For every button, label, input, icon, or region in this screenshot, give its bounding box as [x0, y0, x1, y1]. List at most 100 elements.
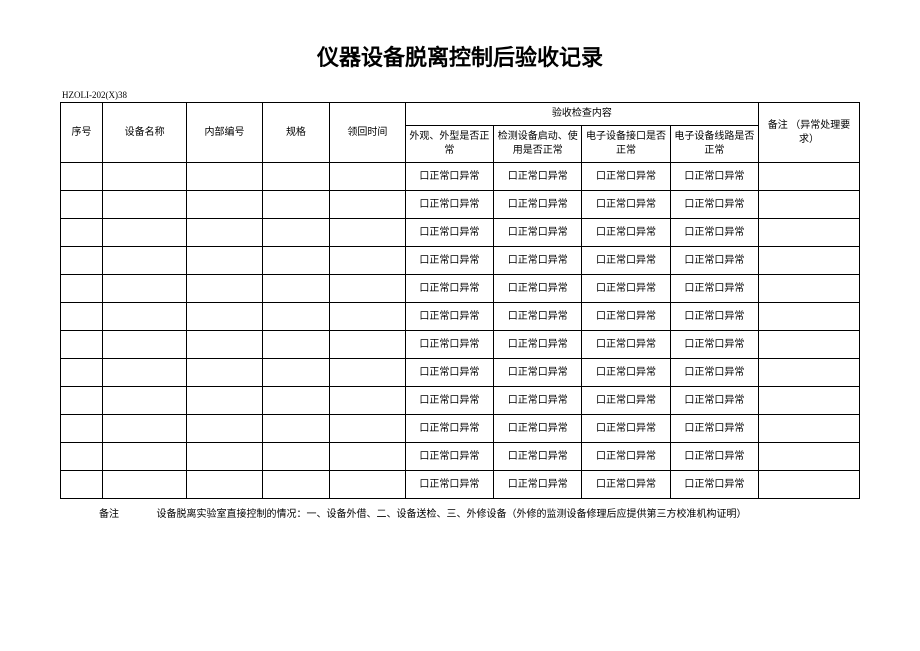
table-cell: [759, 359, 860, 387]
table-cell: [262, 443, 329, 471]
table-cell: 口正常口异常: [582, 471, 670, 499]
table-cell: [61, 191, 103, 219]
header-internal-code: 内部编号: [187, 103, 263, 163]
table-cell: 口正常口异常: [494, 415, 582, 443]
table-cell: 口正常口异常: [494, 275, 582, 303]
table-cell: 口正常口异常: [405, 219, 493, 247]
table-cell: [61, 471, 103, 499]
table-cell: 口正常口异常: [670, 331, 758, 359]
header-check4: 电子设备线路是否正常: [670, 126, 758, 163]
table-cell: [262, 191, 329, 219]
table-cell: [103, 275, 187, 303]
table-cell: 口正常口异常: [494, 219, 582, 247]
table-cell: [187, 303, 263, 331]
table-cell: [262, 359, 329, 387]
table-cell: [103, 359, 187, 387]
table-cell: 口正常口异常: [670, 443, 758, 471]
table-cell: [262, 275, 329, 303]
table-cell: 口正常口异常: [582, 163, 670, 191]
header-check2: 检测设备启动、使用是否正常: [494, 126, 582, 163]
table-cell: [759, 443, 860, 471]
header-check3: 电子设备接口是否正常: [582, 126, 670, 163]
header-remark: 备注 （异常处理要求）: [759, 103, 860, 163]
table-cell: [330, 331, 406, 359]
table-cell: [103, 331, 187, 359]
document-code: HZOLI-202(X)38: [62, 90, 860, 100]
table-cell: [262, 303, 329, 331]
document-title: 仪器设备脱离控制后验收记录: [60, 40, 860, 72]
table-cell: [103, 415, 187, 443]
table-row: 口正常口异常口正常口异常口正常口异常口正常口异常: [61, 359, 860, 387]
table-cell: [187, 443, 263, 471]
table-cell: [759, 387, 860, 415]
table-cell: [61, 219, 103, 247]
table-cell: [759, 247, 860, 275]
table-cell: 口正常口异常: [582, 331, 670, 359]
table-cell: [61, 443, 103, 471]
header-return-time: 领回时间: [330, 103, 406, 163]
header-spec: 规格: [262, 103, 329, 163]
table-cell: [187, 163, 263, 191]
table-cell: [187, 191, 263, 219]
table-cell: [103, 471, 187, 499]
table-cell: 口正常口异常: [405, 443, 493, 471]
table-cell: 口正常口异常: [405, 359, 493, 387]
acceptance-record-table: 序号 设备名称 内部编号 规格 领回时间 验收检查内容 备注 （异常处理要求） …: [60, 102, 860, 499]
table-cell: [262, 163, 329, 191]
table-row: 口正常口异常口正常口异常口正常口异常口正常口异常: [61, 471, 860, 499]
table-cell: 口正常口异常: [494, 359, 582, 387]
table-cell: 口正常口异常: [494, 443, 582, 471]
table-cell: [262, 247, 329, 275]
table-cell: 口正常口异常: [494, 331, 582, 359]
table-cell: [330, 359, 406, 387]
table-cell: 口正常口异常: [494, 247, 582, 275]
table-cell: [61, 163, 103, 191]
table-cell: 口正常口异常: [582, 443, 670, 471]
table-row: 口正常口异常口正常口异常口正常口异常口正常口异常: [61, 303, 860, 331]
table-cell: [61, 415, 103, 443]
header-inspection-group: 验收检查内容: [405, 103, 758, 126]
footer-text: 设备脱离实验室直接控制的情况：一、设备外借、二、设备送检、三、外修设备（外修的监…: [157, 509, 747, 520]
table-body: 口正常口异常口正常口异常口正常口异常口正常口异常口正常口异常口正常口异常口正常口…: [61, 163, 860, 499]
table-cell: 口正常口异常: [670, 219, 758, 247]
table-cell: 口正常口异常: [494, 163, 582, 191]
table-cell: 口正常口异常: [670, 247, 758, 275]
table-cell: [103, 163, 187, 191]
table-cell: 口正常口异常: [670, 163, 758, 191]
table-row: 口正常口异常口正常口异常口正常口异常口正常口异常: [61, 247, 860, 275]
table-cell: [330, 387, 406, 415]
table-cell: [262, 219, 329, 247]
table-cell: 口正常口异常: [670, 415, 758, 443]
table-cell: [330, 219, 406, 247]
table-cell: 口正常口异常: [582, 303, 670, 331]
table-cell: 口正常口异常: [670, 303, 758, 331]
table-cell: [330, 163, 406, 191]
table-cell: [759, 471, 860, 499]
table-cell: [330, 443, 406, 471]
table-cell: [187, 331, 263, 359]
table-cell: [759, 331, 860, 359]
table-cell: [759, 415, 860, 443]
table-cell: [103, 247, 187, 275]
table-cell: 口正常口异常: [582, 247, 670, 275]
table-cell: 口正常口异常: [670, 387, 758, 415]
table-cell: [61, 359, 103, 387]
table-cell: [187, 275, 263, 303]
table-row: 口正常口异常口正常口异常口正常口异常口正常口异常: [61, 331, 860, 359]
table-cell: [759, 219, 860, 247]
table-cell: [187, 415, 263, 443]
table-cell: 口正常口异常: [670, 191, 758, 219]
table-row: 口正常口异常口正常口异常口正常口异常口正常口异常: [61, 191, 860, 219]
header-seq: 序号: [61, 103, 103, 163]
table-row: 口正常口异常口正常口异常口正常口异常口正常口异常: [61, 415, 860, 443]
table-cell: [103, 191, 187, 219]
table-cell: [187, 247, 263, 275]
table-cell: 口正常口异常: [405, 331, 493, 359]
table-cell: [330, 303, 406, 331]
table-cell: [759, 191, 860, 219]
table-cell: 口正常口异常: [494, 191, 582, 219]
table-cell: [330, 191, 406, 219]
table-cell: 口正常口异常: [405, 275, 493, 303]
table-cell: 口正常口异常: [582, 275, 670, 303]
table-cell: [330, 471, 406, 499]
